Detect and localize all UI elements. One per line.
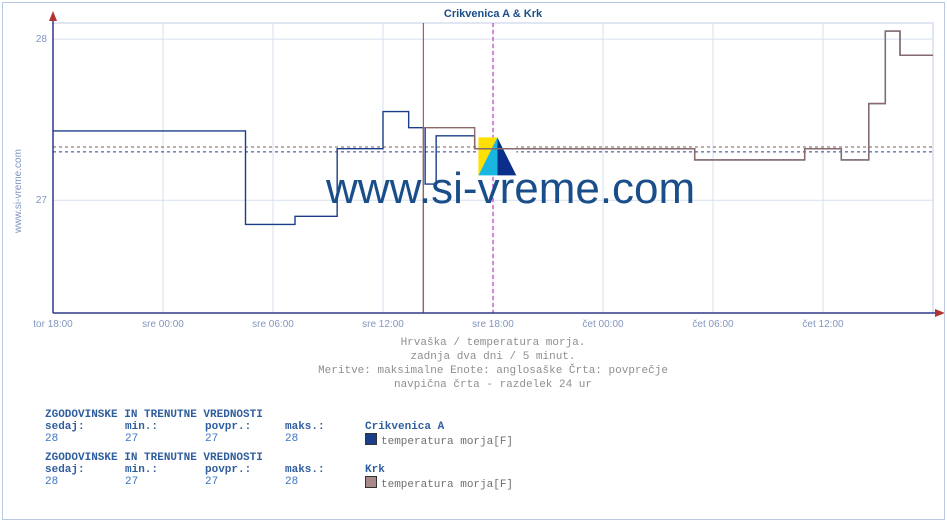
stats-header: maks.: — [285, 464, 365, 476]
x-tick-label: čet 00:00 — [582, 319, 624, 330]
legend-label: Krk — [365, 464, 385, 476]
y-axis-arrow — [49, 11, 57, 21]
stats-header: povpr.: — [205, 464, 285, 476]
stats-header: povpr.: — [205, 421, 285, 433]
chart-title: Crikvenica A & Krk — [444, 8, 543, 20]
legend-swatch-icon — [365, 476, 377, 488]
legend-sub: temperatura morja[F] — [365, 433, 513, 448]
caption-line: Hrvaška / temperatura morja. — [401, 337, 586, 349]
caption-line: Meritve: maksimalne Enote: anglosaške Čr… — [318, 363, 668, 377]
stats-value: 27 — [125, 476, 205, 491]
legend-sub: temperatura morja[F] — [365, 476, 513, 491]
x-tick-label: sre 12:00 — [362, 319, 404, 330]
x-tick-label: čet 12:00 — [802, 319, 844, 330]
caption-line: navpična črta - razdelek 24 ur — [394, 379, 592, 391]
stats-value: 28 — [45, 433, 125, 448]
stats-value: 27 — [205, 476, 285, 491]
stats-value: 28 — [285, 476, 365, 491]
stats-title: ZGODOVINSKE IN TRENUTNE VREDNOSTI — [45, 452, 934, 464]
stats-header: maks.: — [285, 421, 365, 433]
stats-value: 28 — [285, 433, 365, 448]
stats-header: min.: — [125, 464, 205, 476]
line-chart: Crikvenica A & Krk 27 28 tor 18:00 sre 00:00… — [3, 3, 944, 401]
stats-header: sedaj: — [45, 421, 125, 433]
y-tick-label: 27 — [36, 195, 48, 206]
x-tick-label: tor 18:00 — [33, 319, 73, 330]
legend-swatch-icon — [365, 433, 377, 445]
stats-tables: ZGODOVINSKE IN TRENUTNE VREDNOSTIsedaj:m… — [3, 401, 944, 501]
stats-value: 28 — [45, 476, 125, 491]
watermark-text: www.si-vreme.com — [325, 164, 695, 213]
stats-header: min.: — [125, 421, 205, 433]
stats-value: 27 — [205, 433, 285, 448]
x-tick-label: sre 06:00 — [252, 319, 294, 330]
legend-label: Crikvenica A — [365, 421, 444, 433]
stats-title: ZGODOVINSKE IN TRENUTNE VREDNOSTI — [45, 409, 934, 421]
stats-value: 27 — [125, 433, 205, 448]
stats-header: sedaj: — [45, 464, 125, 476]
x-axis-arrow — [935, 309, 944, 317]
x-tick-label: čet 06:00 — [692, 319, 734, 330]
x-tick-label: sre 00:00 — [142, 319, 184, 330]
y-tick-label: 28 — [36, 34, 48, 45]
y-axis-source-label: www.si-vreme.com — [13, 149, 24, 233]
chart-frame: www.si-vreme.com Crikvenica A & Krk2728t… — [2, 2, 945, 520]
caption-line: zadnja dva dni / 5 minut. — [410, 351, 575, 363]
x-tick-label: sre 18:00 — [472, 319, 514, 330]
